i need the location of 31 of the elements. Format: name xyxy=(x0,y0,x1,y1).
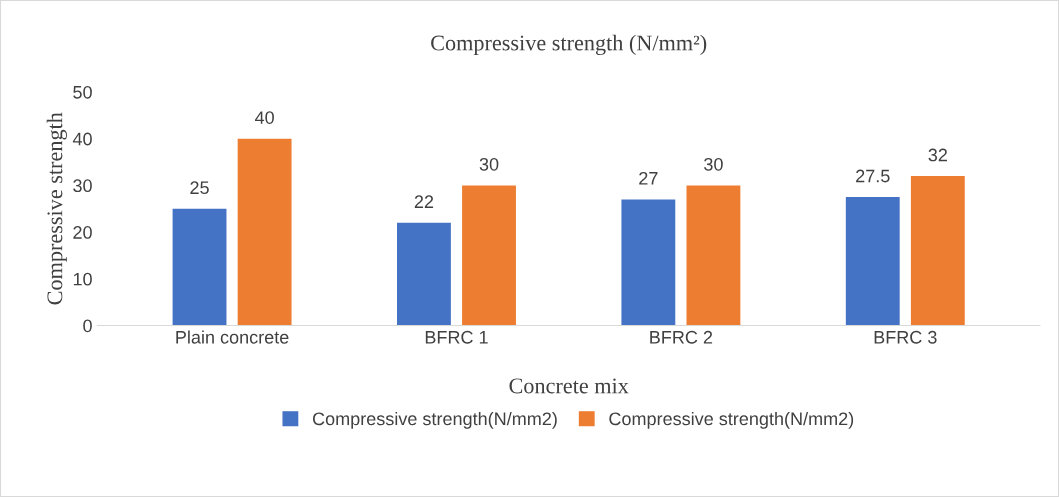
y-tick-label: 40 xyxy=(72,132,92,146)
data-label: 30 xyxy=(704,157,723,171)
data-label: 32 xyxy=(928,148,947,162)
bar xyxy=(237,138,292,326)
data-label: 30 xyxy=(479,157,499,171)
y-tick-label: 10 xyxy=(73,272,92,286)
data-label: 27.5 xyxy=(856,169,890,183)
x-axis-title: Concrete mix xyxy=(509,378,629,394)
chart-title: Compressive strength (N/mm²) xyxy=(431,34,707,56)
x-tick-label: BFRC 3 xyxy=(874,330,937,344)
legend-label: Compressive strength(N/mm2) xyxy=(609,411,854,429)
x-tick-label: BFRC 1 xyxy=(425,330,488,344)
data-label: 27 xyxy=(639,171,658,185)
bar xyxy=(686,185,741,326)
y-axis-title: Compressive strength xyxy=(46,112,67,305)
legend-label: Compressive strength(N/mm2) xyxy=(312,411,557,429)
data-label: 25 xyxy=(190,181,209,195)
y-tick-label: 30 xyxy=(73,179,92,193)
x-tick-label: BFRC 2 xyxy=(650,330,713,344)
bar xyxy=(397,222,451,326)
y-tick-label: 50 xyxy=(73,85,92,99)
y-tick-label: 20 xyxy=(73,226,92,239)
x-tick-label: Plain concrete xyxy=(176,330,289,344)
bar xyxy=(621,199,676,326)
bar xyxy=(462,185,516,326)
bar xyxy=(910,176,965,326)
bar xyxy=(845,197,900,326)
data-label: 22 xyxy=(414,195,434,208)
data-label: 40 xyxy=(254,111,274,124)
y-tick-label: 0 xyxy=(83,319,92,333)
bar xyxy=(172,208,227,326)
